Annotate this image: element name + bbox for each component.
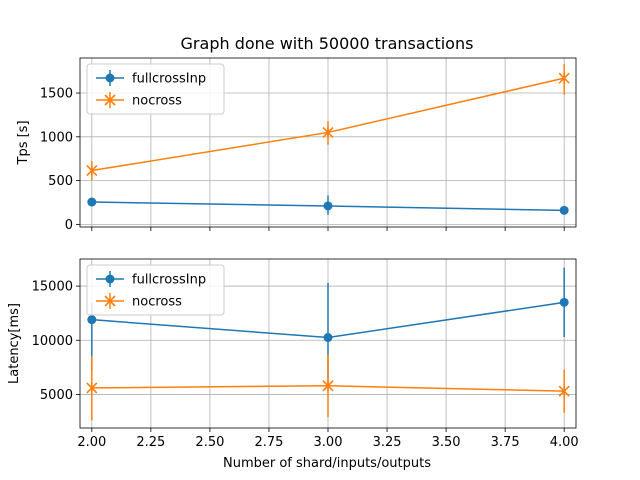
chart-panel-1: 0 500 1000 1500 Tps [s] fullcrossInp nocross (16, 57, 577, 233)
series-nocross (86, 64, 570, 181)
data-point (558, 72, 570, 84)
legend-box (86, 63, 225, 115)
legend-item-nocross: nocross (96, 293, 182, 310)
legend-item-nocross: nocross (96, 92, 182, 109)
x-tick-label: 3.00 (314, 435, 343, 450)
data-point (559, 297, 569, 307)
x-axis-label: Number of shard/inputs/outputs (223, 456, 431, 471)
figure-title: Graph done with 50000 transactions (181, 34, 474, 53)
legend-box (86, 264, 225, 316)
plot-frame (79, 258, 577, 429)
plot-frame (79, 57, 577, 228)
x-tick-label: 2.25 (136, 435, 165, 450)
legend-label: fullcrossInp (132, 72, 206, 87)
data-point (559, 205, 569, 215)
y-tick-label: 500 (48, 174, 73, 189)
x-tick-label: 3.50 (432, 435, 461, 450)
legend-label: nocross (132, 94, 182, 109)
y-tick-label: 0 (65, 218, 73, 233)
data-point (86, 164, 98, 177)
y-tick-label: 15000 (32, 280, 73, 295)
series-fullcrossInp (87, 267, 569, 388)
legend-label: nocross (132, 295, 182, 310)
y-tick-label: 1500 (40, 87, 73, 102)
legend-marker (105, 274, 115, 284)
x-tick-label: 3.25 (373, 435, 402, 450)
legend-marker (105, 73, 115, 83)
y-tick-label: 10000 (32, 334, 73, 349)
legend-marker (104, 295, 116, 307)
data-point (87, 197, 97, 207)
data-point (323, 333, 333, 343)
y-axis-label: Latency[ms] (7, 303, 22, 384)
data-point (558, 385, 570, 397)
y-tick-label: 5000 (40, 388, 73, 403)
data-point (322, 126, 334, 138)
x-tick-label: 2.50 (195, 435, 224, 450)
y-tick-label: 1000 (40, 130, 73, 145)
series-nocross (86, 354, 570, 421)
x-tick-label: 2.75 (254, 435, 283, 450)
data-point (323, 201, 333, 211)
legend: fullcrossInp nocross (86, 264, 225, 316)
x-tick-label: 3.75 (491, 435, 520, 450)
legend-label: fullcrossInp (132, 273, 206, 288)
y-axis-label: Tps [s] (16, 120, 31, 165)
legend-marker (104, 94, 116, 106)
legend-item-fullcrossInp: fullcrossInp (96, 70, 206, 87)
chart-panel-2: 2.00 2.25 2.50 2.75 3.00 3.25 3.50 3.75 4.00 5000… (7, 258, 579, 450)
legend: fullcrossInp nocross (86, 63, 225, 115)
data-point (86, 382, 98, 394)
x-tick-label: 4.00 (550, 435, 579, 450)
series-fullcrossInp (87, 195, 569, 215)
x-tick-label: 2.00 (77, 435, 106, 450)
data-point (87, 315, 97, 325)
legend-item-fullcrossInp: fullcrossInp (96, 271, 206, 288)
data-point (322, 380, 334, 392)
